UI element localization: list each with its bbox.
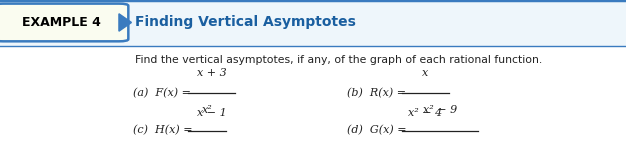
Text: (c)  H(x) =: (c) H(x) = (133, 125, 193, 136)
Polygon shape (119, 14, 131, 31)
Text: x²: x² (202, 105, 213, 115)
Text: x: x (423, 68, 429, 77)
Text: x² − 9: x² − 9 (423, 105, 458, 115)
Text: (d)  G(x) =: (d) G(x) = (347, 125, 407, 136)
FancyBboxPatch shape (0, 0, 626, 46)
Text: (a)  F(x) =: (a) F(x) = (133, 88, 192, 98)
Text: Find the vertical asymptotes, if any, of the graph of each rational function.: Find the vertical asymptotes, if any, of… (135, 55, 542, 65)
Text: x + 3: x + 3 (197, 68, 227, 77)
Text: Finding Vertical Asymptotes: Finding Vertical Asymptotes (135, 16, 356, 29)
Text: x − 1: x − 1 (197, 108, 227, 118)
Text: (b)  R(x) =: (b) R(x) = (347, 88, 406, 98)
FancyBboxPatch shape (0, 4, 128, 41)
Text: EXAMPLE 4: EXAMPLE 4 (22, 16, 100, 29)
Text: x² − 4: x² − 4 (408, 108, 443, 118)
